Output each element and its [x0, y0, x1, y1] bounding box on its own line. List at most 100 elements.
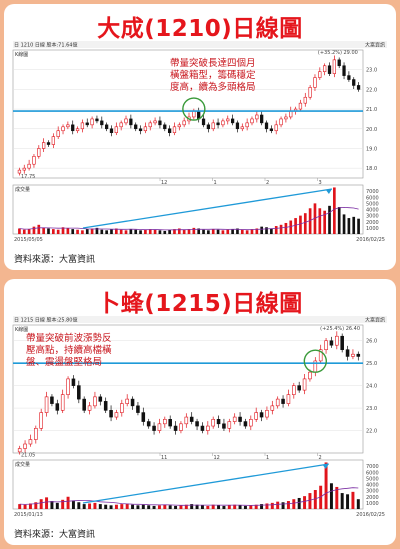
- candle-body: [286, 394, 291, 404]
- candle-body: [297, 385, 301, 391]
- volume-bar: [182, 229, 186, 234]
- month-label: 11: [161, 455, 167, 461]
- price-tick-label: 22.0: [366, 87, 377, 93]
- volume-bar: [206, 505, 210, 509]
- volume-bar: [324, 462, 328, 509]
- volume-tick-label: 2000: [366, 220, 379, 226]
- candle-body: [109, 128, 114, 134]
- volume-bar: [356, 499, 360, 509]
- volume-bar: [352, 216, 356, 234]
- month-label: 12: [214, 455, 220, 461]
- price-tick-label: 26.0: [366, 339, 377, 345]
- volume-bar: [148, 229, 152, 234]
- volume-bar: [281, 502, 285, 509]
- volume-tick-label: 7000: [366, 464, 379, 470]
- volume-bar: [200, 505, 204, 509]
- candle-body: [22, 167, 26, 171]
- volume-bar: [233, 504, 237, 509]
- volume-frame: [12, 459, 364, 510]
- volume-bar: [292, 499, 296, 509]
- volume-bar: [23, 504, 27, 509]
- candle-body: [298, 102, 303, 110]
- price-tick-label: 21.0: [366, 107, 377, 113]
- candle-body: [103, 401, 108, 411]
- month-label: 1: [266, 455, 269, 461]
- volume-bar: [240, 229, 244, 234]
- volume-bar: [303, 213, 307, 234]
- volume-bar: [85, 229, 89, 234]
- price-tick-label: 23.0: [366, 406, 377, 412]
- volume-bar: [109, 505, 113, 509]
- month-label: 2: [319, 455, 322, 461]
- volume-bar: [265, 503, 269, 509]
- volume-ma-line: [19, 206, 359, 231]
- candle-body: [303, 96, 307, 104]
- volume-bar: [120, 504, 124, 509]
- volume-bar: [313, 203, 317, 234]
- candle-body: [340, 335, 344, 351]
- candle-body: [66, 378, 70, 395]
- candle-body: [318, 349, 323, 362]
- volume-bar: [144, 229, 147, 234]
- breakout-circle: [182, 97, 206, 121]
- volume-bar: [308, 208, 312, 234]
- volume-bar: [114, 228, 118, 234]
- candle-body: [352, 79, 356, 86]
- candle-body: [61, 126, 65, 132]
- candle-body: [17, 169, 22, 174]
- volume-bar: [335, 486, 339, 509]
- date-start-label: 2015/01/13: [14, 512, 43, 518]
- volume-bar: [231, 229, 234, 234]
- volume-bar: [66, 228, 70, 234]
- date-end-label: 2016/02/25: [356, 512, 385, 518]
- price-panel-label: K線圖: [15, 51, 28, 58]
- candle-body: [39, 412, 43, 429]
- volume-bar: [333, 187, 336, 234]
- volume-bar: [337, 207, 341, 234]
- header-bar: [13, 41, 387, 48]
- price-tick-label: 23.0: [366, 68, 377, 74]
- candle-body: [279, 118, 283, 126]
- candle-body: [46, 142, 51, 145]
- volume-bar: [163, 504, 167, 509]
- volume-bar: [357, 218, 360, 234]
- volume-bar: [71, 500, 75, 509]
- volume-bar: [217, 505, 221, 509]
- candle-body: [82, 398, 86, 411]
- candle-body: [37, 148, 41, 157]
- candle-body: [351, 353, 355, 357]
- volume-tick-label: 4000: [366, 483, 379, 489]
- candle-body: [216, 122, 220, 126]
- candle-body: [158, 120, 162, 126]
- volume-tick-label: 2000: [366, 495, 379, 501]
- volume-bar: [18, 504, 22, 509]
- candle-body: [254, 412, 258, 420]
- volume-bar: [158, 230, 162, 234]
- volume-bar: [254, 504, 258, 509]
- candle-body: [232, 416, 237, 422]
- volume-trend-arrow: [82, 188, 333, 229]
- volume-bar: [297, 497, 301, 509]
- volume-bar: [168, 505, 172, 509]
- volume-bar: [141, 504, 145, 509]
- date-start-label: 2015/05/05: [14, 237, 43, 243]
- candle-body: [136, 405, 140, 413]
- volume-bar: [299, 215, 302, 234]
- candle-body: [255, 114, 259, 120]
- candle-body: [114, 412, 119, 418]
- volume-bar: [131, 504, 135, 509]
- candle-body: [264, 122, 269, 130]
- month-label: 3: [319, 180, 322, 186]
- candle-body: [250, 118, 254, 124]
- breakout-circle: [303, 349, 328, 373]
- candle-body: [129, 118, 133, 126]
- volume-bar: [71, 229, 75, 234]
- volume-bar: [98, 504, 102, 509]
- candle-body: [157, 423, 162, 431]
- annotation-line: 壓高點，持續高檔橫: [26, 344, 112, 356]
- candle-body: [27, 163, 31, 169]
- price-tick-label: 18.0: [366, 166, 377, 172]
- volume-bar: [50, 501, 54, 509]
- candle-body: [329, 340, 334, 346]
